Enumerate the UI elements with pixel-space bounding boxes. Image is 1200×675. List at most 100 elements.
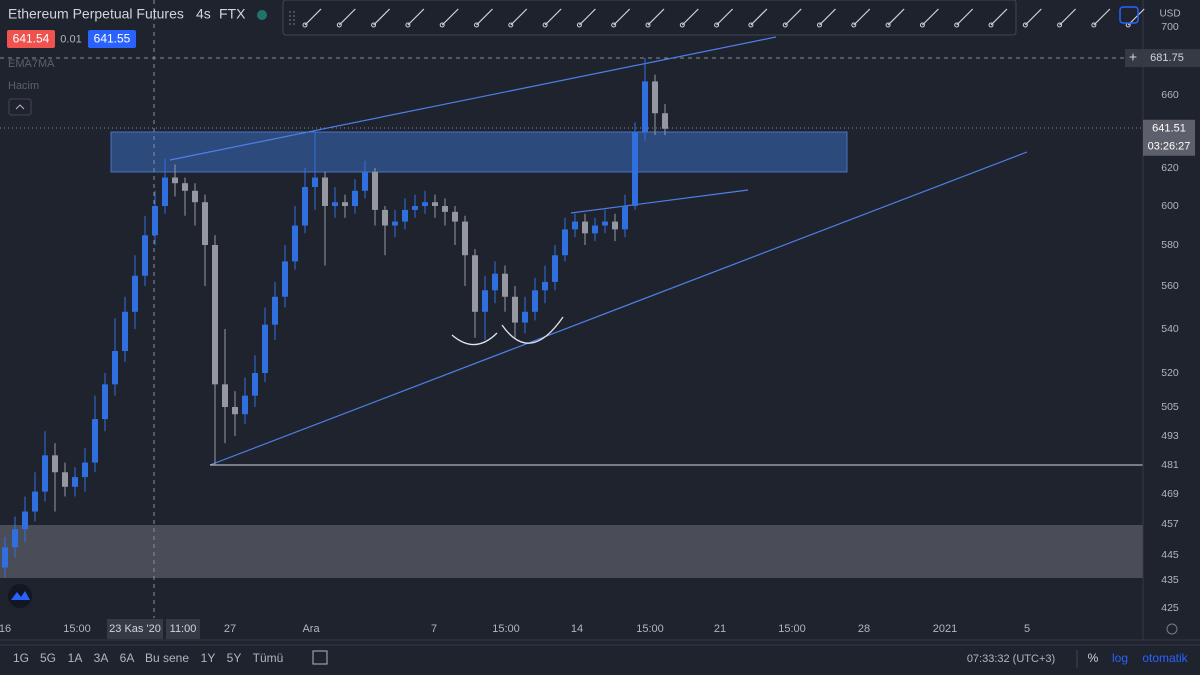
x-tick-label: 21 — [714, 623, 726, 635]
tool-icon[interactable] — [1093, 8, 1111, 26]
range-button[interactable]: 1A — [68, 651, 83, 665]
last-price-box — [1143, 119, 1195, 156]
tool-icon-dot — [439, 22, 445, 28]
spread: 0.01 — [60, 33, 81, 45]
candle-body — [562, 229, 568, 256]
candle-body — [292, 225, 298, 262]
date-range-icon[interactable] — [312, 650, 328, 665]
x-tick-label: 14 — [571, 623, 583, 635]
candle-body — [452, 211, 458, 222]
candle-body — [132, 275, 138, 312]
tool-icon[interactable] — [544, 8, 562, 26]
ask-box[interactable] — [88, 30, 136, 48]
candle-body — [442, 206, 448, 212]
settings-button[interactable] — [1119, 6, 1139, 24]
x-tick-label: 5 — [1024, 623, 1030, 635]
clock: 07:33:32 (UTC+3) — [967, 653, 1055, 665]
range-button[interactable]: 5Y — [227, 651, 242, 665]
range-button[interactable]: 3A — [94, 651, 109, 665]
tool-icon[interactable] — [784, 8, 802, 26]
tool-icon[interactable] — [613, 8, 631, 26]
range-button[interactable]: Bu sene — [145, 651, 189, 665]
candle-body — [312, 177, 318, 187]
footer: 1G 5G 1A 3A 6A Bu sene 1Y 5Y Tümü — [13, 651, 283, 665]
bid-box[interactable] — [7, 30, 55, 48]
zone-box — [110, 131, 848, 173]
candle-body — [372, 171, 378, 210]
tool-icon[interactable] — [476, 8, 493, 26]
collapse-button[interactable] — [8, 98, 32, 116]
tool-icon[interactable] — [990, 8, 1008, 26]
range-button[interactable]: 1G — [13, 651, 29, 665]
tool-icon[interactable] — [304, 8, 322, 26]
tool-icon[interactable] — [681, 8, 699, 26]
countdown: 03:26:27 — [1148, 141, 1191, 153]
tool-icon[interactable] — [853, 8, 871, 26]
tool-icon[interactable] — [1059, 8, 1077, 26]
tool-icon[interactable] — [1024, 8, 1042, 26]
bid[interactable]: 641.54 — [13, 32, 50, 46]
candle-body — [552, 255, 558, 282]
candle-body — [362, 171, 368, 191]
range-button[interactable]: 5G — [40, 651, 56, 665]
y-tick-label: 469 — [1161, 488, 1179, 500]
tool-icon[interactable] — [373, 8, 391, 26]
y-tick-label: 540 — [1161, 323, 1179, 335]
range-button[interactable]: Tümü — [253, 651, 284, 665]
percent-toggle[interactable]: % — [1088, 651, 1099, 665]
x-tick-label: 23 Kas '20 — [109, 623, 161, 635]
y-tick-label: 600 — [1161, 200, 1179, 212]
axis-settings[interactable] — [1166, 623, 1178, 635]
tool-icon[interactable] — [578, 8, 596, 26]
candle-body — [182, 183, 188, 191]
y-tick-label: 520 — [1161, 367, 1179, 379]
candle-body — [272, 296, 278, 325]
tool-icon-dot — [576, 22, 582, 28]
candle-body — [382, 209, 388, 226]
candle-body — [72, 477, 78, 487]
x-tick-label: 11:00 — [170, 623, 197, 635]
auto-toggle[interactable]: otomatik — [1142, 651, 1188, 665]
candle-body — [542, 281, 548, 291]
x-crosshair-box — [107, 619, 163, 639]
candle-body — [112, 351, 118, 385]
drawing-toolbar — [282, 0, 1017, 36]
candle-body — [122, 311, 128, 351]
tool-icon[interactable] — [647, 8, 665, 26]
x-crosshair-box — [166, 619, 200, 639]
x-tick-label: 27 — [224, 623, 236, 635]
range-button[interactable]: 6A — [120, 651, 135, 665]
tool-icon[interactable] — [441, 8, 459, 26]
candle-body — [352, 190, 358, 206]
y-tick-label: 580 — [1161, 239, 1179, 251]
indicator[interactable]: EMA7MA — [8, 58, 55, 70]
candle-body — [512, 296, 518, 323]
tool-icon[interactable] — [716, 8, 734, 26]
candle-body — [12, 529, 18, 548]
range-button[interactable]: 1Y — [201, 651, 216, 665]
log-toggle[interactable]: log — [1112, 651, 1128, 665]
candle-body — [2, 547, 8, 568]
tool-icon[interactable] — [887, 8, 905, 26]
tool-icon-dot — [542, 22, 548, 28]
indicator[interactable]: Hacim — [8, 80, 39, 92]
candle-body — [472, 255, 478, 312]
tool-icon[interactable] — [338, 8, 356, 26]
tool-icon-dot — [336, 22, 342, 28]
x-tick-label: 15:00 — [636, 623, 664, 635]
ask[interactable]: 641.55 — [94, 32, 131, 46]
tool-icon[interactable] — [510, 8, 528, 26]
candle-body — [332, 202, 338, 206]
tool-icon-dot — [302, 22, 308, 28]
candle-body — [92, 419, 98, 463]
tool-icon[interactable] — [956, 8, 974, 26]
tool-icon[interactable] — [407, 8, 425, 26]
tool-icon[interactable] — [750, 8, 768, 26]
tool-icon[interactable] — [819, 8, 836, 26]
tool-icon[interactable] — [921, 8, 939, 26]
candle-body — [192, 190, 198, 203]
x-tick-label: 15:00 — [778, 623, 806, 635]
candle-body — [222, 384, 228, 407]
candle-body — [602, 221, 608, 226]
